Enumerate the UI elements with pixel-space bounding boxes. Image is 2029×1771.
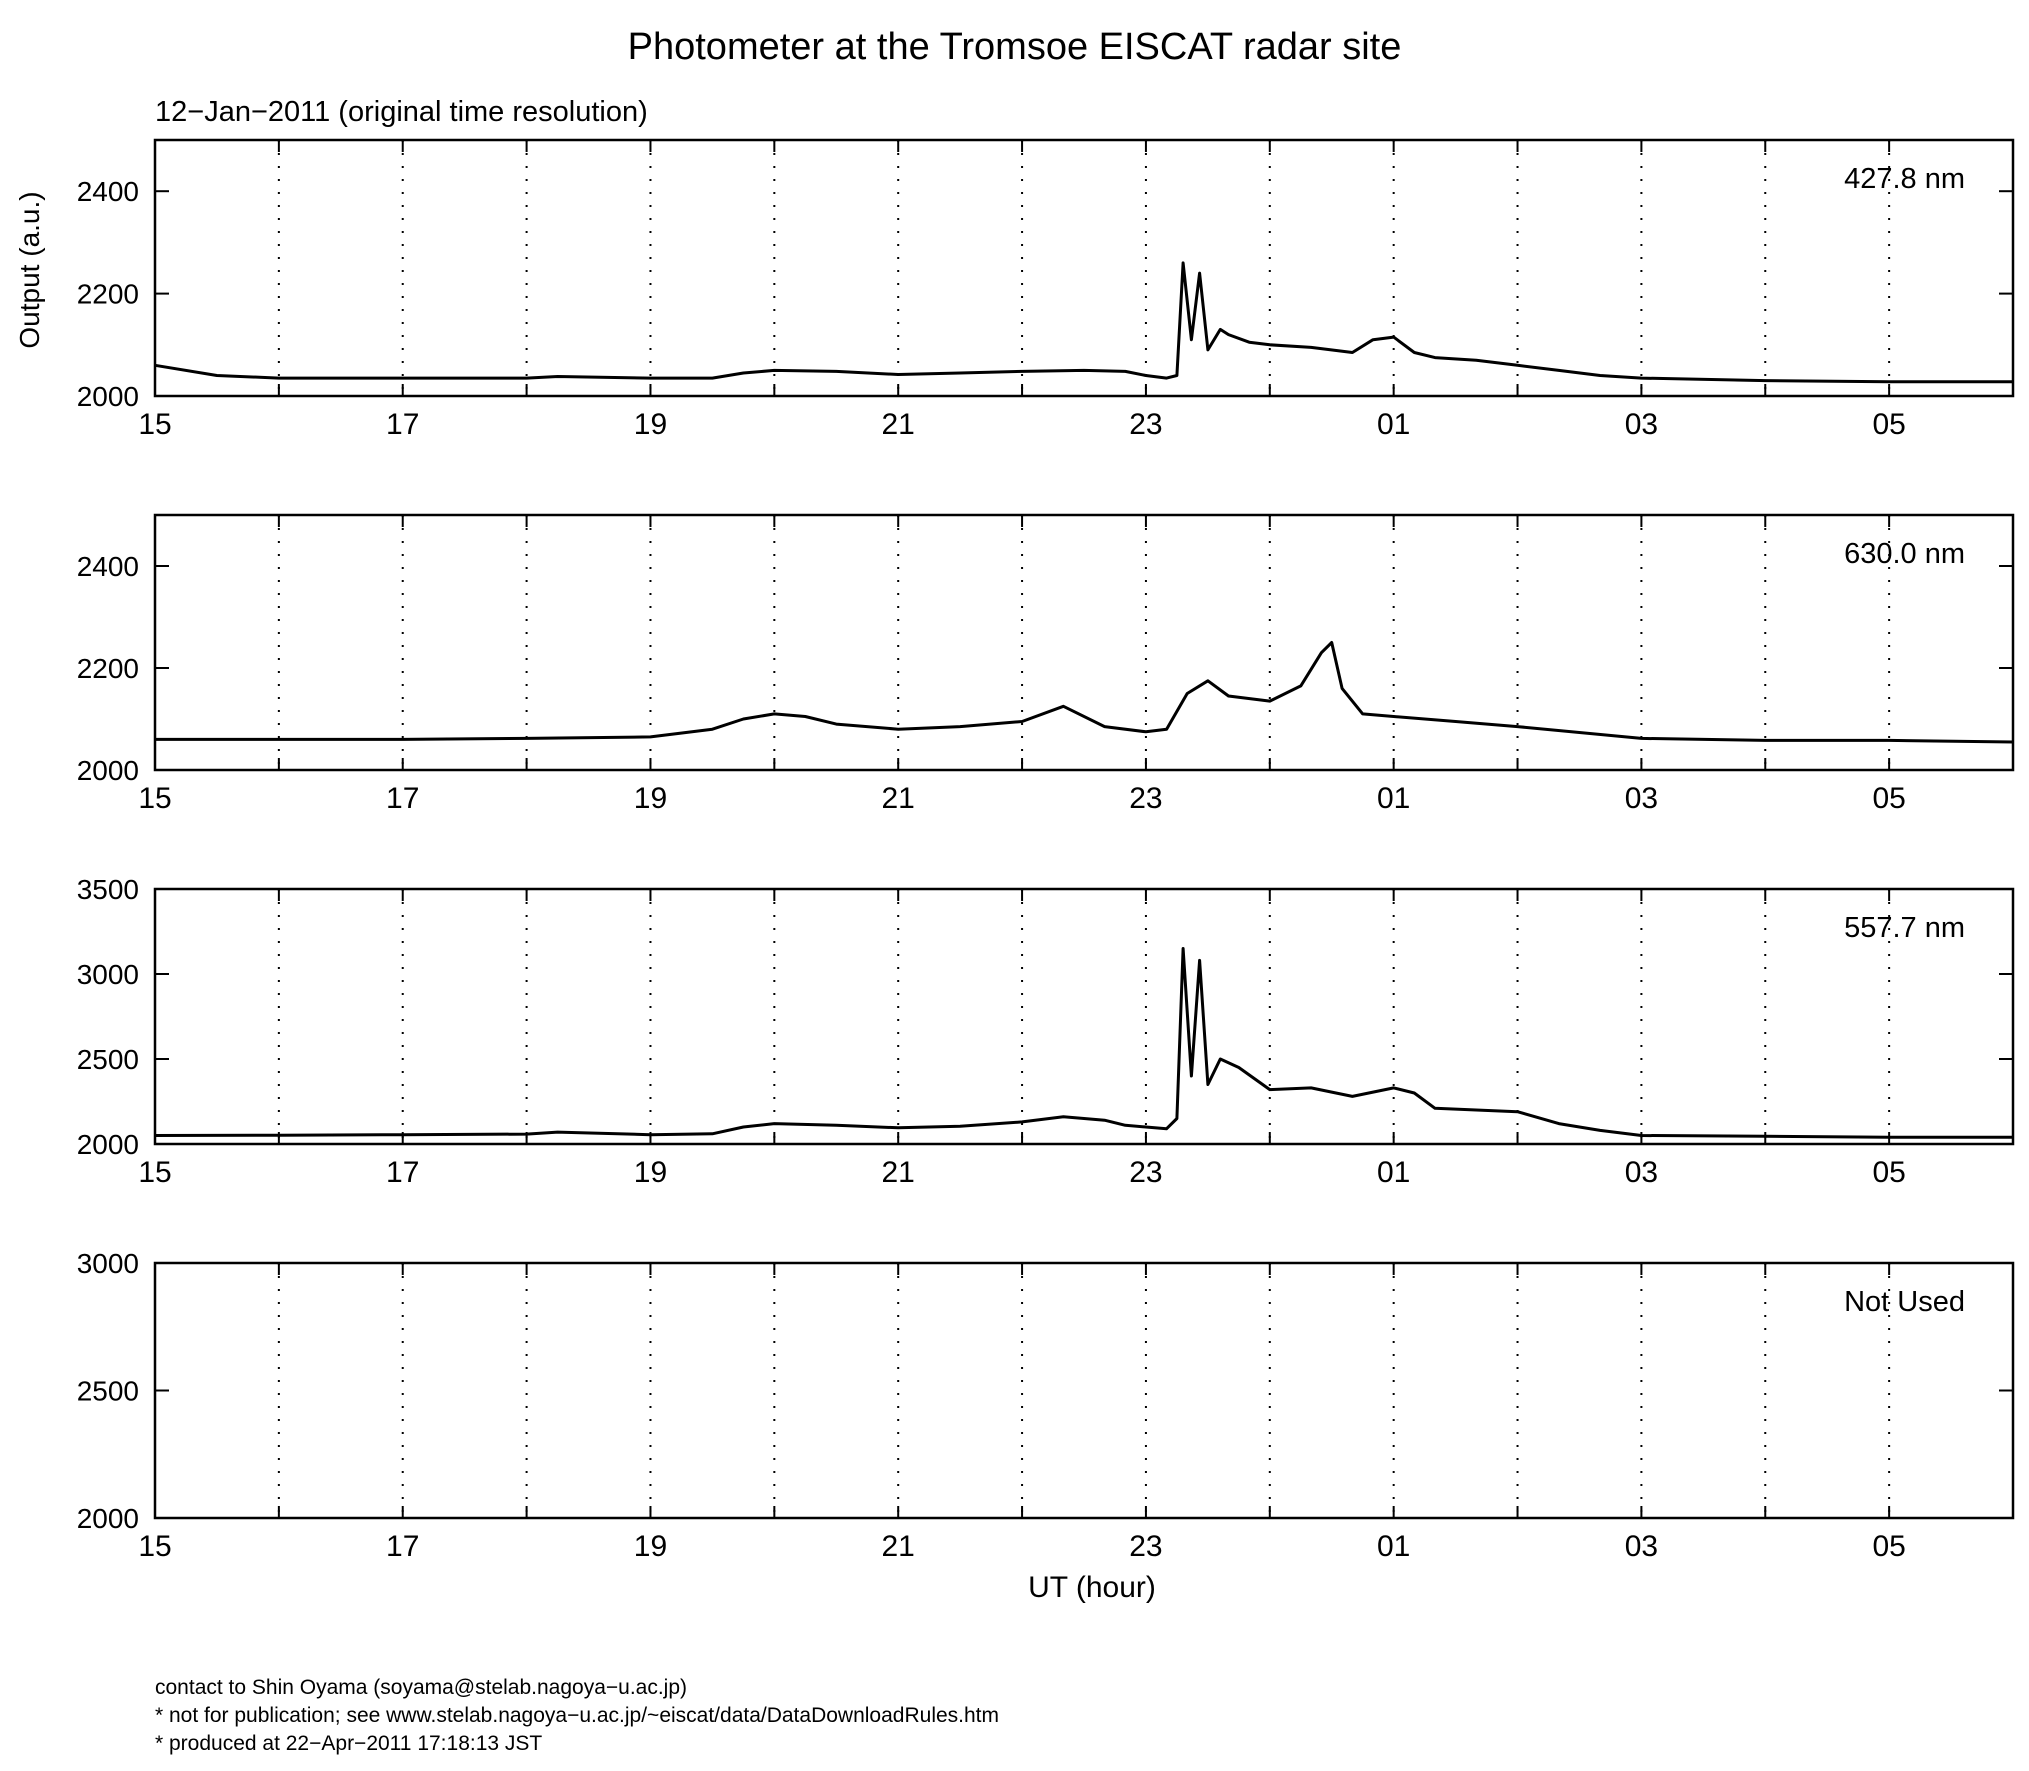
x-tick-label: 23 [1129,1156,1162,1189]
plot-frame [153,138,2015,398]
x-tick-label: 21 [882,1156,915,1189]
footer: contact to Shin Oyama (soyama@stelab.nag… [155,1674,999,1758]
y-tick-label: 3000 [77,1248,139,1279]
y-tick-label: 2200 [77,653,139,684]
x-tick-label: 17 [386,782,419,815]
x-tick-label: 03 [1625,782,1658,815]
y-tick-label: 2500 [77,1044,139,1075]
x-tick-label: 23 [1129,782,1162,815]
y-tick-label: 2000 [77,381,139,412]
panel-label: 630.0 nm [1844,538,1965,570]
x-tick-label: 15 [138,1156,171,1189]
x-tick-label: 17 [386,408,419,441]
x-axis-label: UT (hour) [1028,1571,1156,1604]
footer-contact: contact to Shin Oyama (soyama@stelab.nag… [155,1676,688,1699]
x-tick-label: 01 [1377,1156,1410,1189]
x-tick-label: 21 [882,782,915,815]
x-tick-label: 03 [1625,1156,1658,1189]
y-tick-label: 2000 [77,1503,139,1534]
x-tick-label: 23 [1129,408,1162,441]
y-tick-label: 3500 [77,874,139,905]
x-tick-label: 17 [386,1156,419,1189]
x-tick-label: 03 [1625,408,1658,441]
x-tick-label: 01 [1377,408,1410,441]
panel-label: 557.7 nm [1844,912,1965,944]
series-line [155,641,2014,744]
x-tick-label: 05 [1872,1156,1905,1189]
y-tick-label: 2400 [77,176,139,207]
y-tick-label: 2400 [77,551,139,582]
panel-4: 2000 2500 3000 15 17 19 21 23 01 03 05 Not Used [77,1248,2015,1560]
x-tick-label: 21 [882,1530,915,1560]
series-line [154,261,2013,384]
x-tick-label: 19 [634,1530,667,1560]
y-tick-label: 2200 [77,279,139,310]
y-tick-label: 2000 [77,1129,139,1160]
y-tick-label: 3000 [77,959,139,990]
plot-frame [153,1261,2015,1520]
x-tick-label: 19 [634,408,667,441]
plot-frame [153,887,2015,1146]
plot-frame [153,513,2015,772]
y-tick-label: 2500 [77,1376,139,1407]
x-tick-label: 23 [1129,1530,1162,1560]
y-tick-label: 2000 [77,755,139,786]
x-tick-label: 21 [882,408,915,441]
panel-1: 2000 2200 2400 15 17 19 21 23 01 03 05 427.8 nm [77,138,2015,441]
x-tick-label: 19 [634,782,667,815]
x-tick-label: 15 [138,408,171,441]
x-tick-label: 15 [138,1530,171,1560]
x-tick-label: 01 [1377,1530,1410,1560]
footer-produced: * produced at 22−Apr−2011 17:18:13 JST [155,1732,543,1755]
x-tick-label: 17 [386,1530,419,1560]
series-line [154,947,2013,1139]
x-tick-label: 05 [1872,1530,1905,1560]
x-tick-label: 15 [138,782,171,815]
x-tick-label: 05 [1872,408,1905,441]
x-tick-label: 01 [1377,782,1410,815]
panel-label: 427.8 nm [1844,163,1965,195]
panel-label: Not Used [1844,1286,1965,1318]
page-title: Photometer at the Tromsoe EISCAT radar s… [627,26,1402,68]
x-tick-label: 19 [634,1156,667,1189]
x-tick-label: 05 [1872,782,1905,815]
x-tick-label: 03 [1625,1530,1658,1560]
panel-3: 2000 2500 3000 3500 15 17 19 21 23 01 03 05 557.7 nm [77,874,2015,1189]
footer-notice: * not for publication; see www.stelab.na… [155,1704,999,1727]
panel-2: 2000 2200 2400 15 17 19 21 23 01 03 05 630.0 nm [77,513,2015,815]
chart-subtitle: 12−Jan−2011 (original time resolution) [155,96,648,128]
